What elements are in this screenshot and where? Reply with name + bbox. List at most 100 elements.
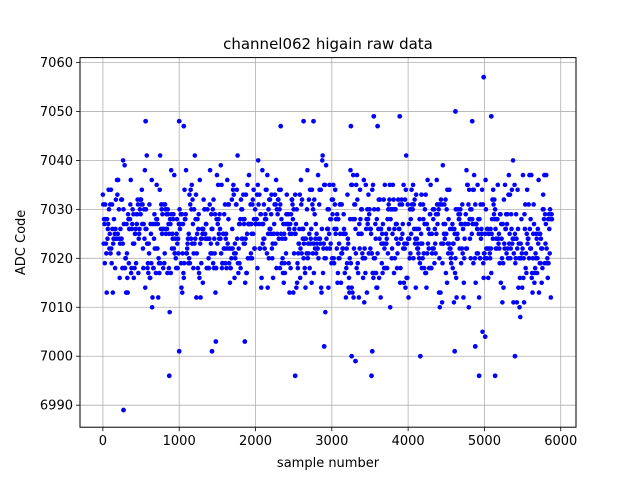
data-point (310, 202, 315, 207)
data-point (379, 231, 385, 237)
data-point (377, 197, 383, 202)
data-point (504, 221, 510, 227)
data-point (377, 236, 382, 242)
data-point (192, 241, 197, 246)
x-tick-label: 5000 (468, 434, 501, 449)
data-point (543, 221, 549, 227)
data-point (265, 285, 271, 290)
data-point (471, 260, 476, 266)
data-point (391, 270, 397, 276)
y-tick-label: 7000 (40, 350, 73, 365)
data-point (442, 221, 448, 227)
data-point (281, 280, 287, 286)
data-point (165, 207, 171, 212)
data-point (496, 231, 502, 237)
data-point (135, 202, 141, 207)
data-point (434, 231, 439, 237)
data-point (365, 221, 370, 227)
data-point (122, 265, 128, 271)
data-point (375, 251, 380, 256)
data-point (512, 182, 517, 188)
data-point (513, 256, 519, 261)
data-point (188, 187, 193, 193)
data-point (146, 241, 151, 246)
data-point (141, 221, 147, 227)
data-point (116, 207, 122, 212)
data-point (449, 251, 454, 256)
data-point (536, 290, 542, 295)
data-point (145, 265, 150, 271)
data-point (170, 216, 176, 222)
data-point (465, 182, 470, 188)
data-point (448, 246, 453, 251)
data-point (219, 265, 225, 271)
data-point (221, 211, 227, 217)
data-point (273, 177, 279, 183)
data-point (171, 172, 177, 178)
data-point (133, 260, 139, 266)
data-point (406, 236, 412, 242)
data-point (119, 197, 125, 202)
data-point (128, 177, 134, 183)
data-point (416, 251, 421, 256)
data-point (489, 231, 494, 237)
data-point (338, 280, 344, 286)
data-point (190, 221, 196, 227)
data-point (311, 241, 316, 246)
data-point (526, 256, 532, 261)
data-point (362, 246, 367, 251)
data-point (399, 202, 405, 207)
data-point (535, 226, 541, 232)
data-point (459, 246, 465, 251)
data-point (271, 221, 277, 227)
outlier-point (353, 358, 358, 364)
data-point (508, 211, 514, 217)
data-point (210, 207, 216, 212)
data-point (208, 211, 214, 217)
data-point (157, 270, 162, 276)
data-point (131, 275, 137, 281)
data-point (344, 260, 350, 266)
data-point (279, 216, 284, 222)
data-point (416, 256, 422, 261)
data-point (493, 226, 498, 232)
outlier-point (176, 118, 182, 124)
data-point (500, 300, 505, 305)
y-axis-label: ADC Code (14, 210, 29, 275)
data-point (378, 226, 384, 232)
data-point (292, 226, 297, 232)
data-point (273, 202, 279, 207)
data-point (425, 177, 430, 183)
data-point (529, 275, 535, 281)
data-point (183, 216, 188, 222)
data-point (214, 172, 220, 178)
y-axis-ticks: 6990 7000 7010 7020 7030 7040 7050 7060 (40, 56, 80, 414)
data-point (383, 231, 389, 237)
data-point (238, 197, 244, 202)
data-point (311, 197, 317, 202)
data-point (321, 246, 326, 251)
data-point (127, 216, 133, 222)
data-point (345, 241, 351, 246)
outlier-point (278, 123, 284, 129)
y-tick-label: 6990 (40, 399, 73, 414)
data-point (467, 236, 473, 242)
data-point (290, 216, 296, 222)
chart-title: channel062 higain raw data (223, 35, 433, 53)
data-point (179, 211, 185, 217)
data-point (231, 192, 237, 197)
data-point (319, 226, 325, 232)
data-point (301, 256, 306, 261)
data-point (109, 260, 114, 266)
data-point (252, 207, 258, 212)
data-point (506, 172, 512, 178)
data-point (142, 236, 147, 242)
data-point (241, 221, 247, 227)
data-point (225, 241, 230, 246)
data-point (408, 251, 413, 256)
data-point (519, 216, 524, 222)
data-point (503, 226, 509, 232)
data-point (286, 260, 292, 266)
data-point (440, 241, 446, 246)
data-point (372, 256, 378, 261)
